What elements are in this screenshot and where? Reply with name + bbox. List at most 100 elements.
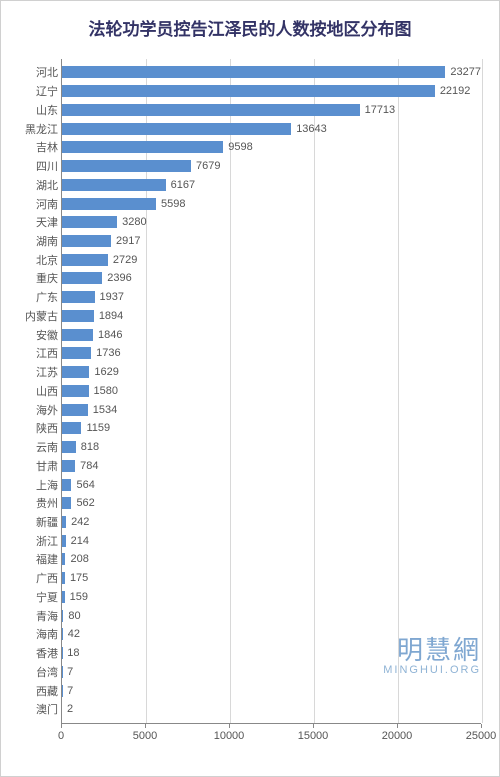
bar-value-label: 564 bbox=[71, 479, 94, 491]
bar-value-label: 1846 bbox=[93, 329, 122, 341]
bar-row: 浙江214 bbox=[62, 534, 481, 548]
bar-row: 江苏1629 bbox=[62, 365, 481, 379]
category-label: 山东 bbox=[36, 102, 62, 118]
bar-row: 云南818 bbox=[62, 440, 481, 454]
gridline bbox=[482, 59, 483, 723]
bar-value-label: 3280 bbox=[117, 216, 146, 228]
category-label: 云南 bbox=[36, 439, 62, 455]
bar-value-label: 7 bbox=[62, 685, 73, 697]
category-label: 山西 bbox=[36, 383, 62, 399]
category-label: 台湾 bbox=[36, 664, 62, 680]
bar-value-label: 18 bbox=[62, 647, 79, 659]
bar bbox=[62, 123, 291, 135]
watermark-en: MINGHUI.ORG bbox=[383, 665, 481, 676]
category-label: 福建 bbox=[36, 551, 62, 567]
bar bbox=[62, 235, 111, 247]
bar-row: 内蒙古1894 bbox=[62, 309, 481, 323]
x-tick bbox=[481, 724, 482, 728]
bar-value-label: 2917 bbox=[111, 235, 140, 247]
category-label: 海外 bbox=[36, 402, 62, 418]
bar bbox=[62, 385, 89, 397]
bar-row: 陕西1159 bbox=[62, 421, 481, 435]
bar bbox=[62, 347, 91, 359]
bar-value-label: 5598 bbox=[156, 198, 185, 210]
plot-area: 河北23277辽宁22192山东17713黑龙江13643吉林9598四川767… bbox=[61, 59, 481, 724]
category-label: 河北 bbox=[36, 64, 62, 80]
bar-row: 天津3280 bbox=[62, 215, 481, 229]
x-tick bbox=[145, 724, 146, 728]
bar-value-label: 208 bbox=[65, 553, 88, 565]
bar-row: 河南5598 bbox=[62, 197, 481, 211]
bar-value-label: 22192 bbox=[435, 85, 471, 97]
bar bbox=[62, 198, 156, 210]
bar-value-label: 7 bbox=[62, 666, 73, 678]
bar-row: 湖北6167 bbox=[62, 178, 481, 192]
bar-row: 重庆2396 bbox=[62, 271, 481, 285]
x-tick bbox=[397, 724, 398, 728]
bar bbox=[62, 141, 223, 153]
watermark: 明慧網 MINGHUI.ORG bbox=[383, 637, 481, 676]
category-label: 陕西 bbox=[36, 420, 62, 436]
bar bbox=[62, 310, 94, 322]
bar-value-label: 13643 bbox=[291, 123, 327, 135]
bar bbox=[62, 179, 166, 191]
bar-row: 广西175 bbox=[62, 571, 481, 585]
bar-value-label: 2 bbox=[62, 703, 73, 715]
bar-row: 西藏7 bbox=[62, 684, 481, 698]
category-label: 西藏 bbox=[36, 683, 62, 699]
bar bbox=[62, 104, 360, 116]
bar bbox=[62, 404, 88, 416]
bar-row: 上海564 bbox=[62, 478, 481, 492]
x-tick-label: 20000 bbox=[382, 730, 413, 742]
bar-row: 辽宁22192 bbox=[62, 84, 481, 98]
x-tick-label: 25000 bbox=[466, 730, 497, 742]
bar bbox=[62, 85, 435, 97]
bar-row: 北京2729 bbox=[62, 253, 481, 267]
category-label: 甘肃 bbox=[36, 458, 62, 474]
bar-value-label: 1629 bbox=[89, 366, 118, 378]
category-label: 贵州 bbox=[36, 495, 62, 511]
category-label: 内蒙古 bbox=[25, 308, 62, 324]
bar-value-label: 784 bbox=[75, 460, 98, 472]
bar-row: 广东1937 bbox=[62, 290, 481, 304]
bar-row: 四川7679 bbox=[62, 159, 481, 173]
bar bbox=[62, 160, 191, 172]
bar-row: 山西1580 bbox=[62, 384, 481, 398]
bar-value-label: 2729 bbox=[108, 254, 137, 266]
bar bbox=[62, 272, 102, 284]
x-tick bbox=[229, 724, 230, 728]
bar-value-label: 23277 bbox=[445, 66, 481, 78]
category-label: 浙江 bbox=[36, 533, 62, 549]
category-label: 北京 bbox=[36, 252, 62, 268]
bar-row: 河北23277 bbox=[62, 65, 481, 79]
bar-value-label: 1580 bbox=[89, 385, 118, 397]
category-label: 河南 bbox=[36, 196, 62, 212]
chart-title: 法轮功学员控告江泽民的人数按地区分布图 bbox=[1, 1, 499, 46]
bar-value-label: 175 bbox=[65, 572, 88, 584]
bar-row: 新疆242 bbox=[62, 515, 481, 529]
bar bbox=[62, 329, 93, 341]
bar-row: 山东17713 bbox=[62, 103, 481, 117]
bar-row: 海外1534 bbox=[62, 403, 481, 417]
category-label: 海南 bbox=[36, 626, 62, 642]
category-label: 江苏 bbox=[36, 364, 62, 380]
bar-row: 江西1736 bbox=[62, 346, 481, 360]
category-label: 天津 bbox=[36, 214, 62, 230]
category-label: 湖北 bbox=[36, 177, 62, 193]
category-label: 安徽 bbox=[36, 327, 62, 343]
bar-row: 黑龙江13643 bbox=[62, 122, 481, 136]
bar-value-label: 214 bbox=[66, 535, 89, 547]
bar bbox=[62, 66, 445, 78]
bar-value-label: 818 bbox=[76, 441, 99, 453]
category-label: 辽宁 bbox=[36, 83, 62, 99]
x-tick bbox=[313, 724, 314, 728]
watermark-cn: 明慧網 bbox=[383, 637, 481, 663]
bar-value-label: 17713 bbox=[360, 104, 396, 116]
bar bbox=[62, 366, 89, 378]
category-label: 香港 bbox=[36, 645, 62, 661]
x-tick-label: 15000 bbox=[298, 730, 329, 742]
x-tick-label: 5000 bbox=[133, 730, 157, 742]
bar bbox=[62, 254, 108, 266]
bar-row: 澳门2 bbox=[62, 702, 481, 716]
bar-row: 甘肃784 bbox=[62, 459, 481, 473]
